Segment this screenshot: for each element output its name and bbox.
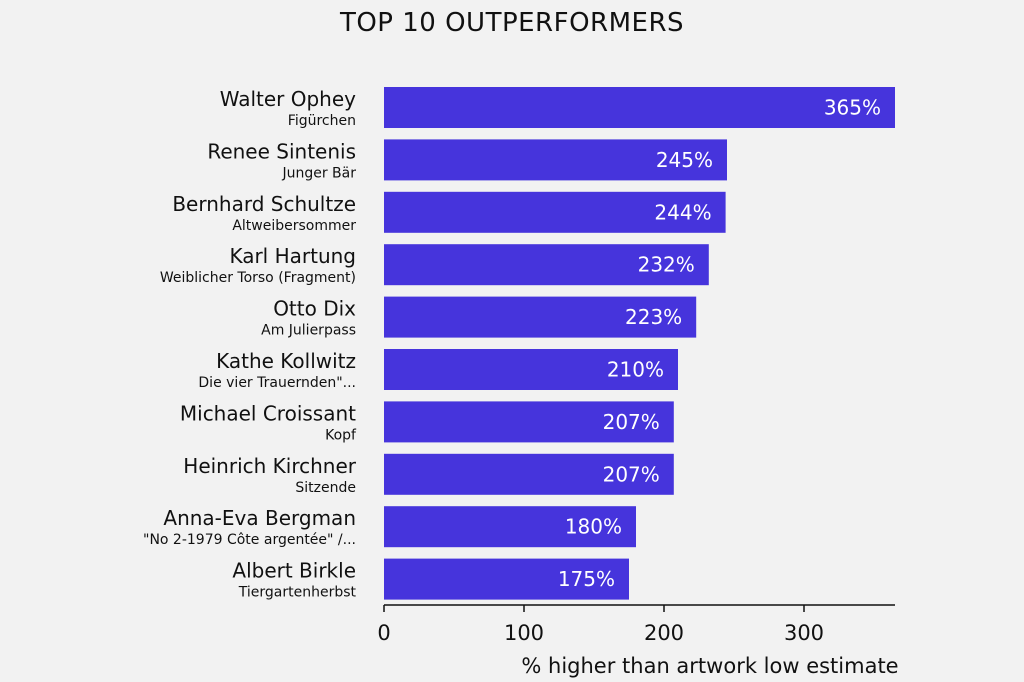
x-tick-label: 200 bbox=[644, 621, 684, 645]
category-artist-label: Albert Birkle bbox=[232, 559, 356, 583]
bar bbox=[384, 453, 674, 495]
bar bbox=[384, 349, 678, 390]
category-artwork-label: Kopf bbox=[325, 427, 357, 443]
category-artwork-label: Altweibersommer bbox=[232, 218, 356, 234]
data-label: 210% bbox=[607, 358, 664, 382]
x-tick-label: 100 bbox=[504, 621, 544, 645]
category-artwork-label: Junger Bär bbox=[281, 165, 356, 181]
data-label: 232% bbox=[638, 253, 695, 277]
x-tick-label: 0 bbox=[377, 621, 390, 645]
data-label: 175% bbox=[558, 567, 615, 591]
category-artist-label: Renee Sintenis bbox=[207, 139, 356, 163]
category-labels-layer: Walter Ophey Figürchen Renee Sintenis Junge… bbox=[143, 87, 357, 601]
x-axis: 0 100 200 300 bbox=[377, 604, 895, 645]
bar bbox=[384, 191, 726, 233]
data-label: 245% bbox=[656, 148, 713, 172]
category-artwork-label: Sitzende bbox=[295, 480, 356, 496]
x-axis-title: % higher than artwork low estimate bbox=[521, 654, 898, 678]
category-artist-label: Michael Croissant bbox=[180, 401, 356, 425]
category-artist-label: Bernhard Schultze bbox=[172, 192, 356, 216]
category-artwork-label: Figürchen bbox=[288, 113, 356, 129]
x-tick-label: 300 bbox=[784, 621, 824, 645]
bar bbox=[384, 506, 636, 548]
category-artist-label: Otto Dix bbox=[273, 297, 356, 321]
bar bbox=[384, 139, 727, 181]
category-artwork-label: Weiblicher Torso (Fragment) bbox=[160, 270, 356, 286]
data-label: 223% bbox=[625, 305, 682, 329]
category-artist-label: Kathe Kollwitz bbox=[216, 349, 356, 373]
bars-layer: 365% 245% 244% 232% 223% 210% 207% 207% 180% 175% bbox=[384, 87, 895, 600]
bar bbox=[384, 296, 697, 338]
category-artist-label: Heinrich Kirchner bbox=[183, 454, 356, 478]
data-label: 207% bbox=[603, 462, 660, 486]
category-artwork-label: Tiergartenherbst bbox=[238, 585, 357, 601]
category-artwork-label: "No 2-1979 Côte argentée" /... bbox=[143, 532, 356, 548]
category-artwork-label: Am Julierpass bbox=[261, 323, 356, 339]
data-label: 180% bbox=[565, 515, 622, 539]
category-artwork-label: Die vier Trauernden"... bbox=[198, 375, 356, 391]
category-artist-label: Karl Hartung bbox=[229, 244, 356, 268]
category-artist-label: Anna-Eva Bergman bbox=[163, 506, 356, 530]
bar bbox=[384, 401, 674, 443]
data-label: 365% bbox=[824, 96, 881, 120]
category-artist-label: Walter Ophey bbox=[220, 87, 356, 111]
data-label: 244% bbox=[654, 200, 711, 224]
data-label: 207% bbox=[603, 410, 660, 434]
bar bbox=[384, 87, 895, 128]
bar bbox=[384, 558, 629, 600]
bar bbox=[384, 244, 709, 286]
chart-title: TOP 10 OUTPERFORMERS bbox=[339, 8, 685, 38]
